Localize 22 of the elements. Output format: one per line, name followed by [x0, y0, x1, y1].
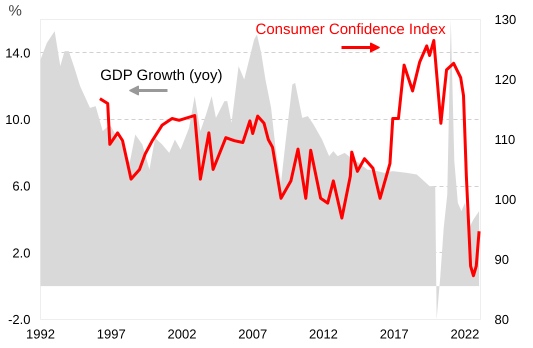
y-tick-label: 2.0 — [12, 245, 31, 260]
y-axis-title: % — [8, 2, 22, 20]
y2-tick-label: 110 — [494, 132, 516, 147]
y2-tick-label: 120 — [494, 72, 516, 87]
x-tick-label: 2007 — [238, 326, 268, 342]
y2-tick-label: 100 — [494, 192, 516, 207]
x-tick-label: 2002 — [168, 326, 196, 342]
y-tick-label: -2.0 — [8, 312, 31, 327]
y2-tick-label: 90 — [494, 252, 509, 267]
x-tick-label: 2022 — [450, 326, 480, 342]
series-label: GDP Growth (yoy) — [100, 67, 222, 84]
x-tick-label: 2012 — [309, 326, 338, 342]
y2-tick-label: 130 — [494, 12, 516, 27]
y-tick-label: 14.0 — [5, 45, 31, 60]
series-label: Consumer Confidence Index — [256, 21, 446, 38]
y-tick-label: 10.0 — [5, 112, 31, 127]
x-tick-label: 1992 — [26, 326, 55, 342]
x-tick-label: 2017 — [380, 326, 409, 342]
y-tick-label: 6.0 — [12, 178, 31, 194]
x-tick-label: 1997 — [96, 326, 126, 342]
line-series — [98, 39, 480, 278]
y2-tick-label: 80 — [494, 312, 509, 327]
